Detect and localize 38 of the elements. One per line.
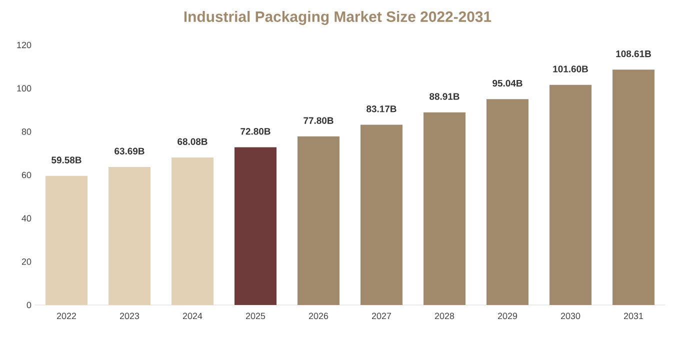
bar xyxy=(108,167,150,305)
data-label: 101.60B xyxy=(553,66,588,72)
y-tick-label: 0 xyxy=(26,302,32,308)
bar xyxy=(172,157,214,305)
y-tick-label: 40 xyxy=(22,215,32,222)
x-tick-label: 2024 xyxy=(182,312,202,320)
y-tick-label: 60 xyxy=(22,172,32,178)
bar xyxy=(486,99,528,305)
x-tick-label: 2031 xyxy=(624,312,644,320)
data-label: 95.04B xyxy=(492,80,522,87)
bar xyxy=(234,147,276,305)
data-label: 83.17B xyxy=(366,106,396,112)
x-tick-label: 2028 xyxy=(434,312,454,320)
data-label: 59.58B xyxy=(52,156,82,164)
data-label: 88.91B xyxy=(430,93,460,100)
data-label: 63.69B xyxy=(114,148,144,154)
x-tick-label: 2023 xyxy=(120,312,140,320)
y-tick-label: 100 xyxy=(17,85,32,92)
y-tick-label: 80 xyxy=(22,128,32,135)
y-tick-label: 20 xyxy=(22,258,32,265)
bar xyxy=(424,112,466,305)
x-tick-label: 2025 xyxy=(246,312,266,320)
bar xyxy=(360,124,402,305)
data-label: 77.80B xyxy=(304,117,334,124)
bar xyxy=(612,70,654,305)
bar xyxy=(46,176,88,305)
data-label: 68.08B xyxy=(178,138,208,145)
bar xyxy=(550,84,592,305)
x-tick-label: 2022 xyxy=(56,312,76,320)
data-label: 108.61B xyxy=(616,50,651,58)
chart-title: Industrial Packaging Market Size 2022-2031 xyxy=(184,11,492,25)
x-tick-label: 2030 xyxy=(560,312,580,320)
y-tick-label: 120 xyxy=(17,42,32,48)
x-tick-label: 2029 xyxy=(498,312,518,320)
bar xyxy=(298,136,340,305)
x-tick-label: 2026 xyxy=(308,312,328,320)
x-tick-label: 2027 xyxy=(372,312,392,320)
data-label: 72.80B xyxy=(240,128,270,135)
